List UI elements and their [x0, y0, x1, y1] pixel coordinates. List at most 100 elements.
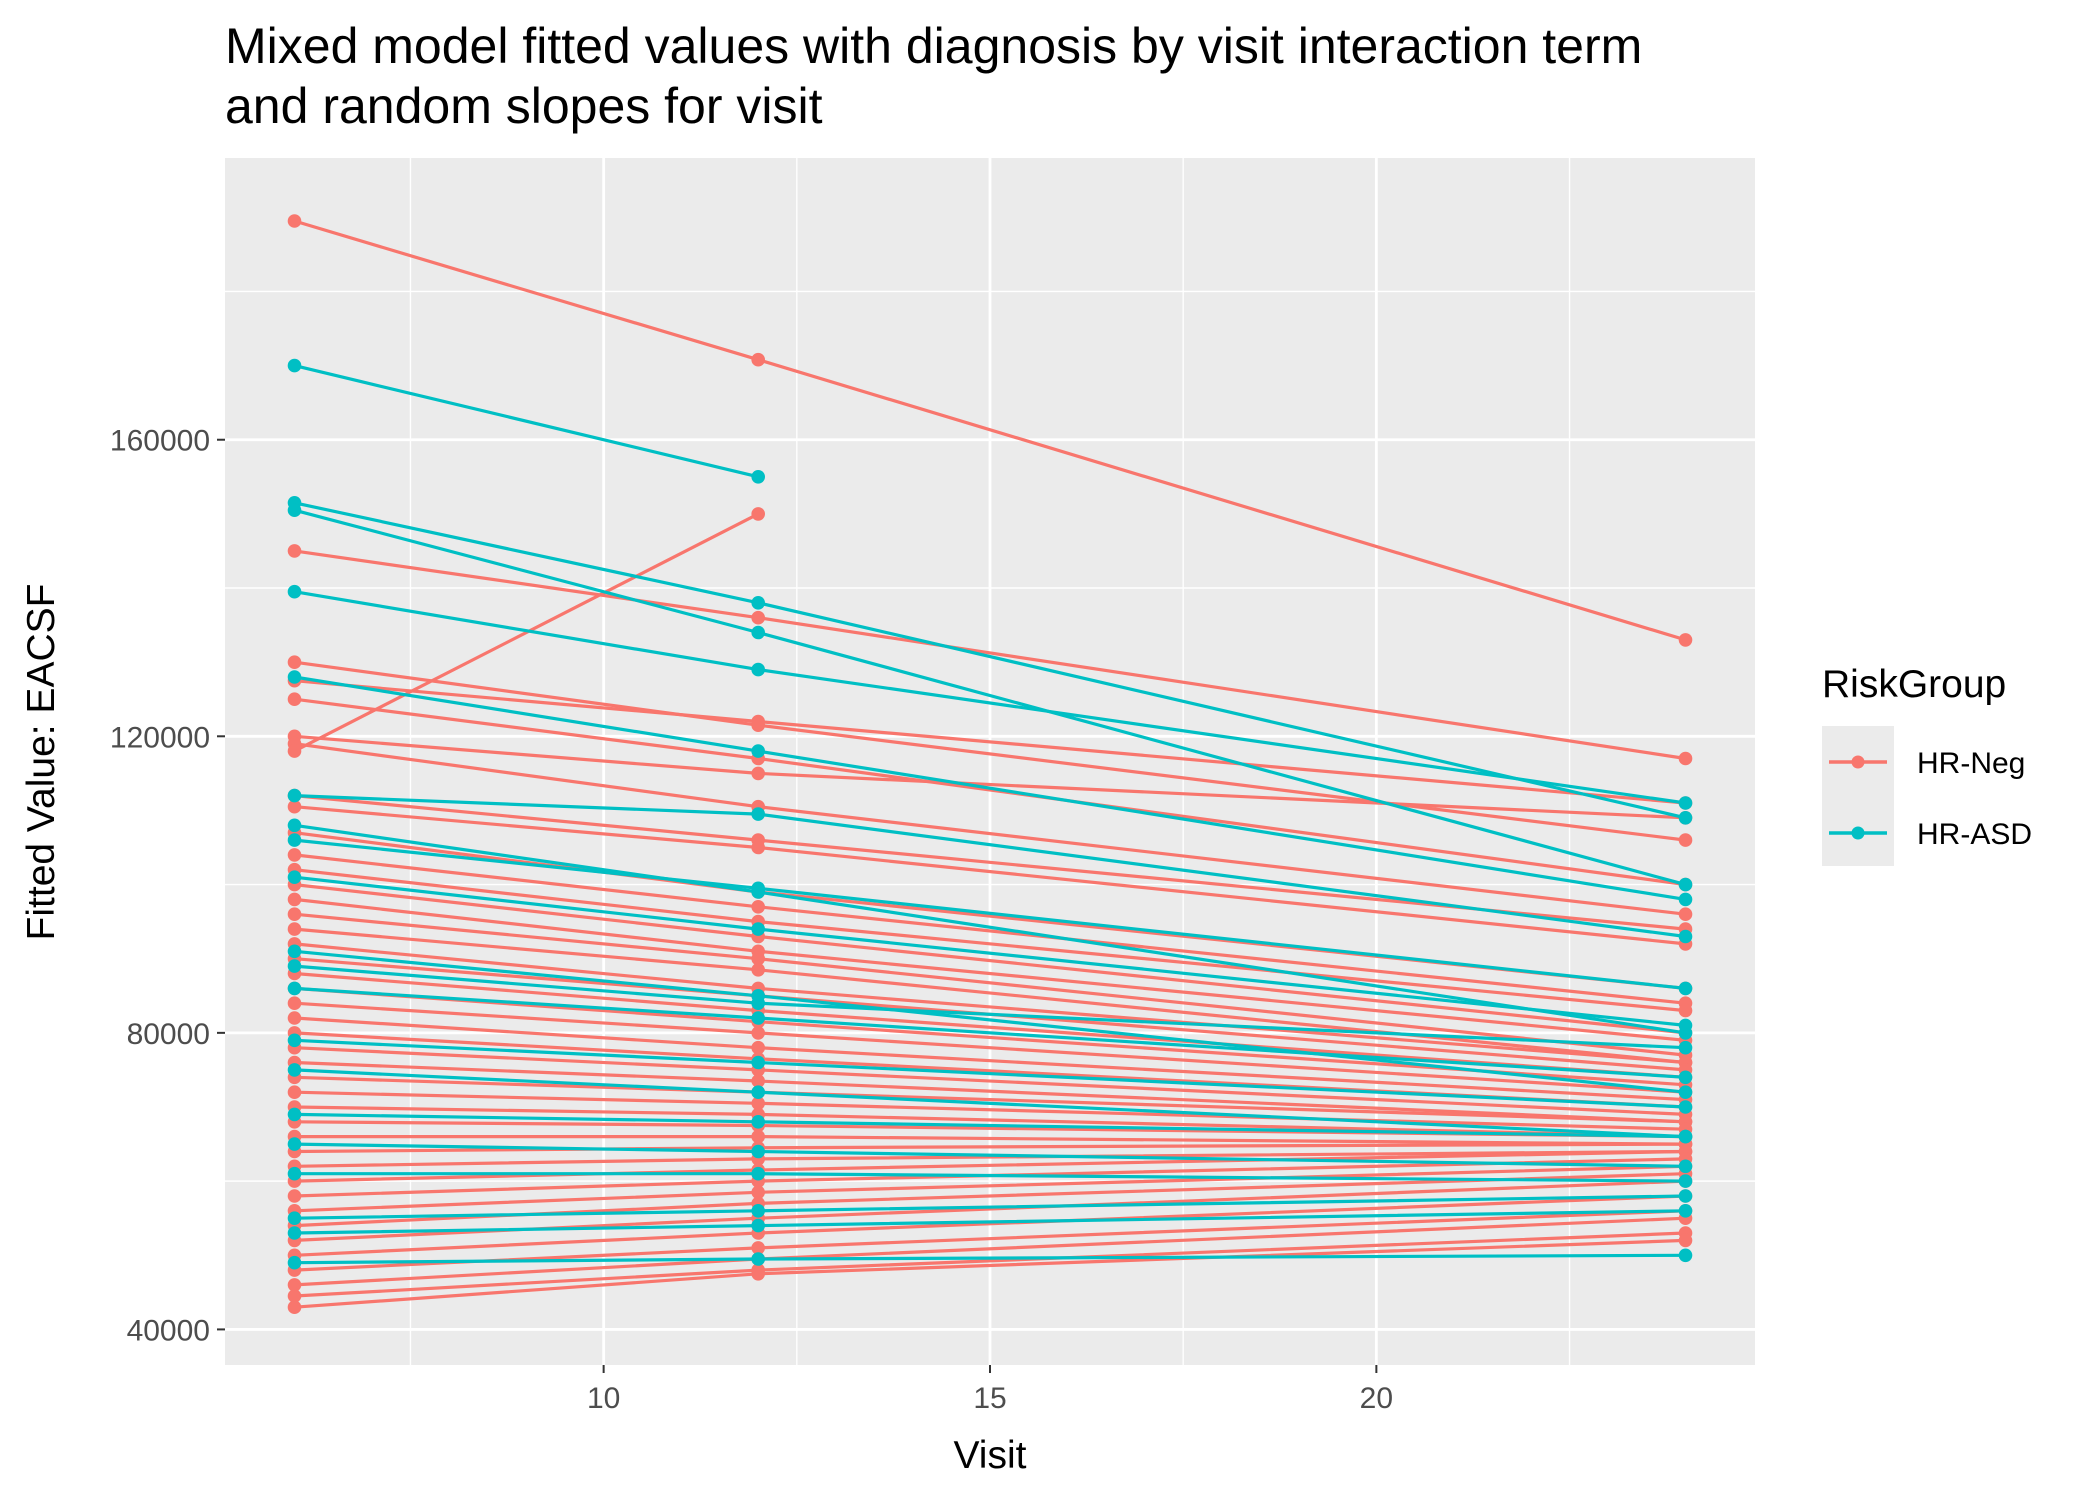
data-point-hr-neg: [751, 840, 765, 855]
data-point-hr-asd: [1678, 1129, 1693, 1144]
data-point-hr-neg: [751, 610, 765, 625]
data-point-hr-asd: [1678, 929, 1693, 944]
data-point-hr-neg: [751, 1241, 765, 1255]
data-point-hr-neg: [287, 692, 302, 706]
y-tick-label: 160000: [110, 425, 210, 458]
data-point-hr-neg: [287, 907, 302, 921]
data-point-hr-asd: [287, 959, 302, 973]
data-point-hr-neg: [751, 900, 765, 914]
legend-item-hr-neg: HR-Neg: [1829, 747, 2025, 780]
data-point-hr-asd: [1678, 1040, 1693, 1055]
data-point-hr-neg: [751, 1026, 765, 1040]
legend-label: HR-Neg: [1917, 747, 2025, 780]
data-point-hr-asd: [751, 996, 765, 1010]
data-point-hr-asd: [751, 922, 765, 936]
data-point-hr-neg: [287, 922, 302, 936]
x-tick-label: 20: [1360, 1382, 1393, 1415]
x-axis: 10 15 20: [587, 1365, 1393, 1415]
legend-key-point: [1851, 826, 1865, 840]
data-point-hr-neg: [1678, 1003, 1693, 1018]
data-point-hr-neg: [751, 507, 765, 521]
data-point-hr-neg: [751, 1129, 765, 1144]
data-point-hr-asd: [751, 1055, 765, 1070]
data-point-hr-asd: [287, 1226, 302, 1240]
data-point-hr-neg: [751, 1096, 765, 1111]
data-point-hr-neg: [1678, 907, 1693, 921]
series-layer: [287, 214, 1693, 1314]
x-axis-title: Visit: [954, 1434, 1027, 1477]
data-point-hr-asd: [1678, 877, 1693, 892]
data-point-hr-asd: [751, 881, 765, 896]
data-point-hr-neg: [287, 996, 302, 1010]
data-point-hr-asd: [287, 1166, 302, 1181]
data-point-hr-neg: [287, 544, 302, 558]
data-point-hr-asd: [751, 596, 765, 610]
data-point-hr-asd: [751, 1204, 765, 1218]
data-point-hr-asd: [1678, 892, 1693, 907]
data-point-hr-asd: [287, 358, 302, 373]
grid-major: [225, 158, 1755, 1365]
series-line-hr-asd: [294, 364, 759, 479]
data-point-hr-neg: [287, 655, 302, 669]
data-point-hr-neg: [751, 1040, 765, 1055]
data-point-hr-asd: [1678, 811, 1693, 825]
data-point-hr-neg: [751, 963, 765, 977]
data-point-hr-neg: [751, 766, 765, 781]
data-point-hr-asd: [751, 1144, 765, 1159]
data-point-hr-asd: [287, 584, 302, 599]
data-point-hr-neg: [287, 848, 302, 862]
data-point-hr-asd: [751, 744, 765, 758]
data-point-hr-asd: [287, 1063, 302, 1077]
data-point-hr-asd: [1678, 1174, 1693, 1188]
y-axis-title: Fitted Value: EACSF: [20, 584, 63, 941]
data-point-hr-asd: [287, 1033, 302, 1048]
legend-label: HR-ASD: [1917, 818, 2032, 851]
data-point-hr-asd: [1678, 1085, 1693, 1099]
data-point-hr-neg: [751, 951, 765, 966]
data-point-hr-asd: [287, 833, 302, 847]
data-point-hr-asd: [751, 1218, 765, 1233]
x-tick-label: 15: [973, 1382, 1006, 1415]
data-point-hr-asd: [287, 1137, 302, 1151]
data-point-hr-neg: [287, 744, 302, 758]
data-point-hr-asd: [287, 1255, 302, 1270]
series-hr-asd: [287, 358, 1693, 1270]
data-point-hr-asd: [751, 625, 765, 640]
legend-key-background: [1822, 726, 1894, 866]
data-point-hr-asd: [751, 1085, 765, 1099]
data-point-hr-asd: [751, 662, 765, 677]
data-point-hr-asd: [1678, 1018, 1693, 1033]
data-point-hr-neg: [751, 352, 765, 367]
y-tick-label: 80000: [127, 1018, 210, 1051]
data-point-hr-asd: [287, 870, 302, 884]
data-point-hr-asd: [1678, 1204, 1693, 1218]
data-point-hr-neg: [287, 1300, 302, 1314]
data-point-hr-neg: [287, 1189, 302, 1203]
data-point-hr-asd: [1678, 1100, 1693, 1114]
data-point-hr-neg: [751, 1074, 765, 1088]
data-point-hr-neg: [1678, 751, 1693, 766]
data-point-hr-asd: [1678, 796, 1693, 810]
y-tick-label: 40000: [127, 1314, 210, 1347]
data-point-hr-neg: [1678, 833, 1693, 847]
data-point-hr-asd: [287, 1107, 302, 1122]
data-point-hr-asd: [287, 1211, 302, 1225]
data-point-hr-neg: [1678, 633, 1693, 647]
data-point-hr-asd: [1678, 1070, 1693, 1085]
data-point-hr-neg: [287, 1278, 302, 1292]
data-point-hr-asd: [751, 1011, 765, 1025]
series-line-hr-neg: [293, 512, 759, 753]
data-point-hr-neg: [287, 214, 302, 228]
data-point-hr-asd: [751, 470, 765, 484]
data-point-hr-asd: [751, 807, 765, 821]
legend-title: RiskGroup: [1822, 663, 2006, 706]
data-point-hr-neg: [751, 714, 765, 729]
data-point-hr-asd: [1678, 1189, 1693, 1203]
data-point-hr-asd: [287, 788, 302, 803]
data-point-hr-asd: [1678, 981, 1693, 996]
y-tick-label: 120000: [110, 721, 210, 754]
data-point-hr-asd: [287, 981, 302, 996]
data-point-hr-asd: [287, 818, 302, 833]
chart-title: Mixed model fitted values with diagnosis…: [225, 18, 1642, 74]
